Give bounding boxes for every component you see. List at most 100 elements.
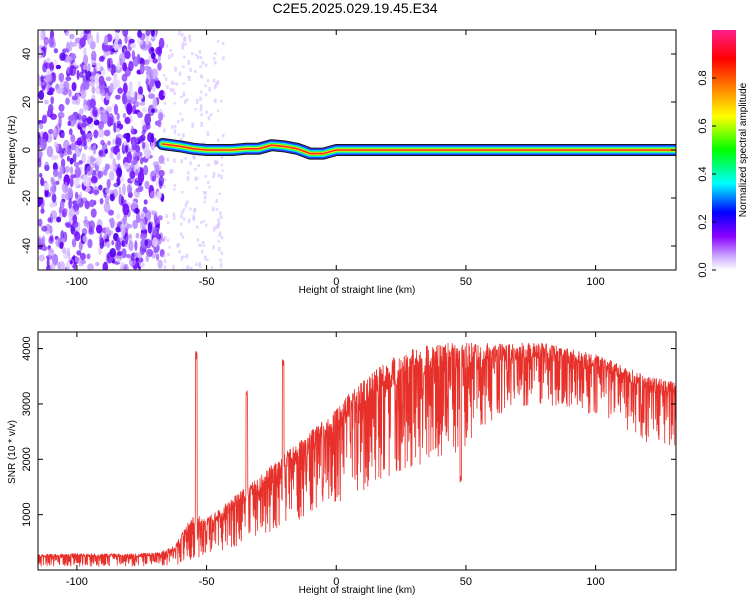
noise-speckle-faint bbox=[185, 253, 189, 259]
noise-speckle-faint bbox=[203, 195, 207, 200]
noise-speckle bbox=[122, 82, 128, 95]
noise-speckle-faint bbox=[219, 215, 223, 220]
spectrogram-x-ticks: -100 -50 0 50 100 bbox=[66, 30, 605, 288]
noise-speckle bbox=[63, 30, 67, 34]
noise-speckle bbox=[135, 144, 141, 153]
noise-speckle bbox=[107, 189, 115, 195]
noise-speckle bbox=[52, 59, 58, 66]
noise-speckle-faint bbox=[162, 74, 166, 77]
noise-speckle-faint bbox=[220, 99, 223, 103]
noise-speckle bbox=[65, 76, 72, 82]
noise-speckle-faint bbox=[163, 128, 166, 133]
noise-speckle-faint bbox=[215, 81, 218, 87]
colorbar-tick-label: 0.6 bbox=[697, 118, 709, 133]
noise-speckle bbox=[44, 99, 50, 105]
noise-speckle-faint bbox=[179, 137, 183, 141]
noise-speckle bbox=[114, 79, 121, 88]
noise-speckle-faint bbox=[206, 79, 210, 83]
noise-speckle-faint bbox=[204, 63, 208, 67]
noise-speckle bbox=[126, 90, 132, 100]
noise-speckle bbox=[82, 104, 89, 113]
noise-speckle bbox=[53, 154, 59, 160]
noise-speckle bbox=[98, 85, 105, 90]
noise-speckle bbox=[57, 111, 65, 119]
noise-speckle bbox=[124, 34, 128, 44]
noise-speckle-faint bbox=[217, 138, 220, 142]
noise-speckle-faint bbox=[192, 214, 195, 220]
noise-speckle bbox=[113, 122, 117, 133]
noise-speckle bbox=[105, 188, 110, 194]
noise-speckle bbox=[93, 129, 99, 139]
noise-speckle bbox=[150, 52, 156, 60]
noise-speckle-faint bbox=[219, 211, 222, 216]
noise-speckle-faint bbox=[178, 30, 181, 36]
noise-speckle bbox=[116, 112, 120, 121]
noise-speckle bbox=[89, 98, 96, 109]
noise-speckle bbox=[98, 184, 103, 191]
noise-speckle bbox=[55, 64, 62, 70]
noise-speckle bbox=[155, 80, 161, 89]
noise-speckle bbox=[123, 162, 130, 170]
noise-speckle bbox=[123, 133, 130, 139]
noise-speckle bbox=[53, 127, 57, 134]
noise-speckle bbox=[41, 225, 48, 232]
noise-speckle-faint bbox=[218, 192, 221, 195]
noise-speckle-faint bbox=[163, 92, 166, 96]
noise-speckle-faint bbox=[201, 240, 205, 244]
noise-speckle-faint bbox=[217, 240, 221, 243]
noise-speckle-faint bbox=[199, 96, 202, 102]
noise-speckle-faint bbox=[182, 65, 185, 68]
noise-speckle bbox=[158, 37, 165, 49]
noise-speckle bbox=[59, 241, 64, 250]
noise-speckle bbox=[124, 144, 129, 154]
noise-speckle bbox=[152, 58, 158, 64]
noise-speckle bbox=[142, 107, 147, 113]
noise-speckle bbox=[38, 46, 42, 59]
noise-speckle bbox=[135, 257, 139, 262]
noise-speckle bbox=[38, 197, 44, 206]
noise-speckle-faint bbox=[171, 80, 174, 85]
noise-speckle-faint bbox=[184, 42, 187, 46]
noise-speckle bbox=[48, 249, 55, 261]
noise-speckle bbox=[39, 172, 43, 178]
noise-speckle bbox=[113, 182, 120, 188]
noise-speckle bbox=[86, 137, 91, 144]
noise-speckle bbox=[139, 157, 144, 165]
noise-speckle-faint bbox=[186, 200, 189, 204]
noise-speckle-faint bbox=[163, 265, 167, 269]
noise-speckle bbox=[150, 30, 156, 37]
y-tick-label: 0 bbox=[21, 147, 33, 153]
colorbar: 0.0 0.2 0.4 0.6 0.8 Normalized spectral ampl… bbox=[697, 30, 749, 278]
noise-speckle bbox=[45, 74, 53, 83]
noise-speckle bbox=[118, 43, 123, 48]
noise-speckle bbox=[118, 52, 126, 64]
noise-speckle-faint bbox=[189, 207, 192, 211]
noise-speckle bbox=[74, 191, 79, 199]
noise-speckle bbox=[109, 151, 114, 160]
noise-speckle bbox=[81, 80, 87, 91]
noise-speckle-faint bbox=[217, 173, 220, 178]
noise-speckle-faint bbox=[200, 113, 203, 116]
noise-speckle bbox=[115, 226, 121, 233]
noise-speckle bbox=[58, 116, 62, 128]
snr-y-ticks: 1000 2000 3000 4000 bbox=[21, 336, 676, 527]
noise-speckle bbox=[82, 54, 89, 66]
noise-speckle bbox=[98, 121, 104, 130]
noise-speckle bbox=[38, 74, 41, 87]
noise-speckle bbox=[66, 147, 72, 155]
noise-speckle bbox=[150, 70, 154, 80]
noise-speckle-faint bbox=[173, 129, 177, 134]
noise-speckle-faint bbox=[163, 102, 167, 105]
noise-speckle bbox=[73, 161, 80, 168]
noise-speckle bbox=[158, 112, 164, 121]
noise-speckle-faint bbox=[173, 102, 176, 105]
noise-speckle bbox=[71, 95, 79, 101]
noise-speckle bbox=[116, 127, 121, 133]
noise-speckle-faint bbox=[216, 109, 220, 112]
noise-speckle bbox=[150, 133, 155, 144]
noise-speckle bbox=[48, 87, 55, 93]
noise-speckle bbox=[131, 91, 136, 98]
noise-speckle-faint bbox=[192, 154, 195, 160]
noise-speckle bbox=[114, 94, 121, 100]
noise-speckle-faint bbox=[179, 232, 183, 236]
